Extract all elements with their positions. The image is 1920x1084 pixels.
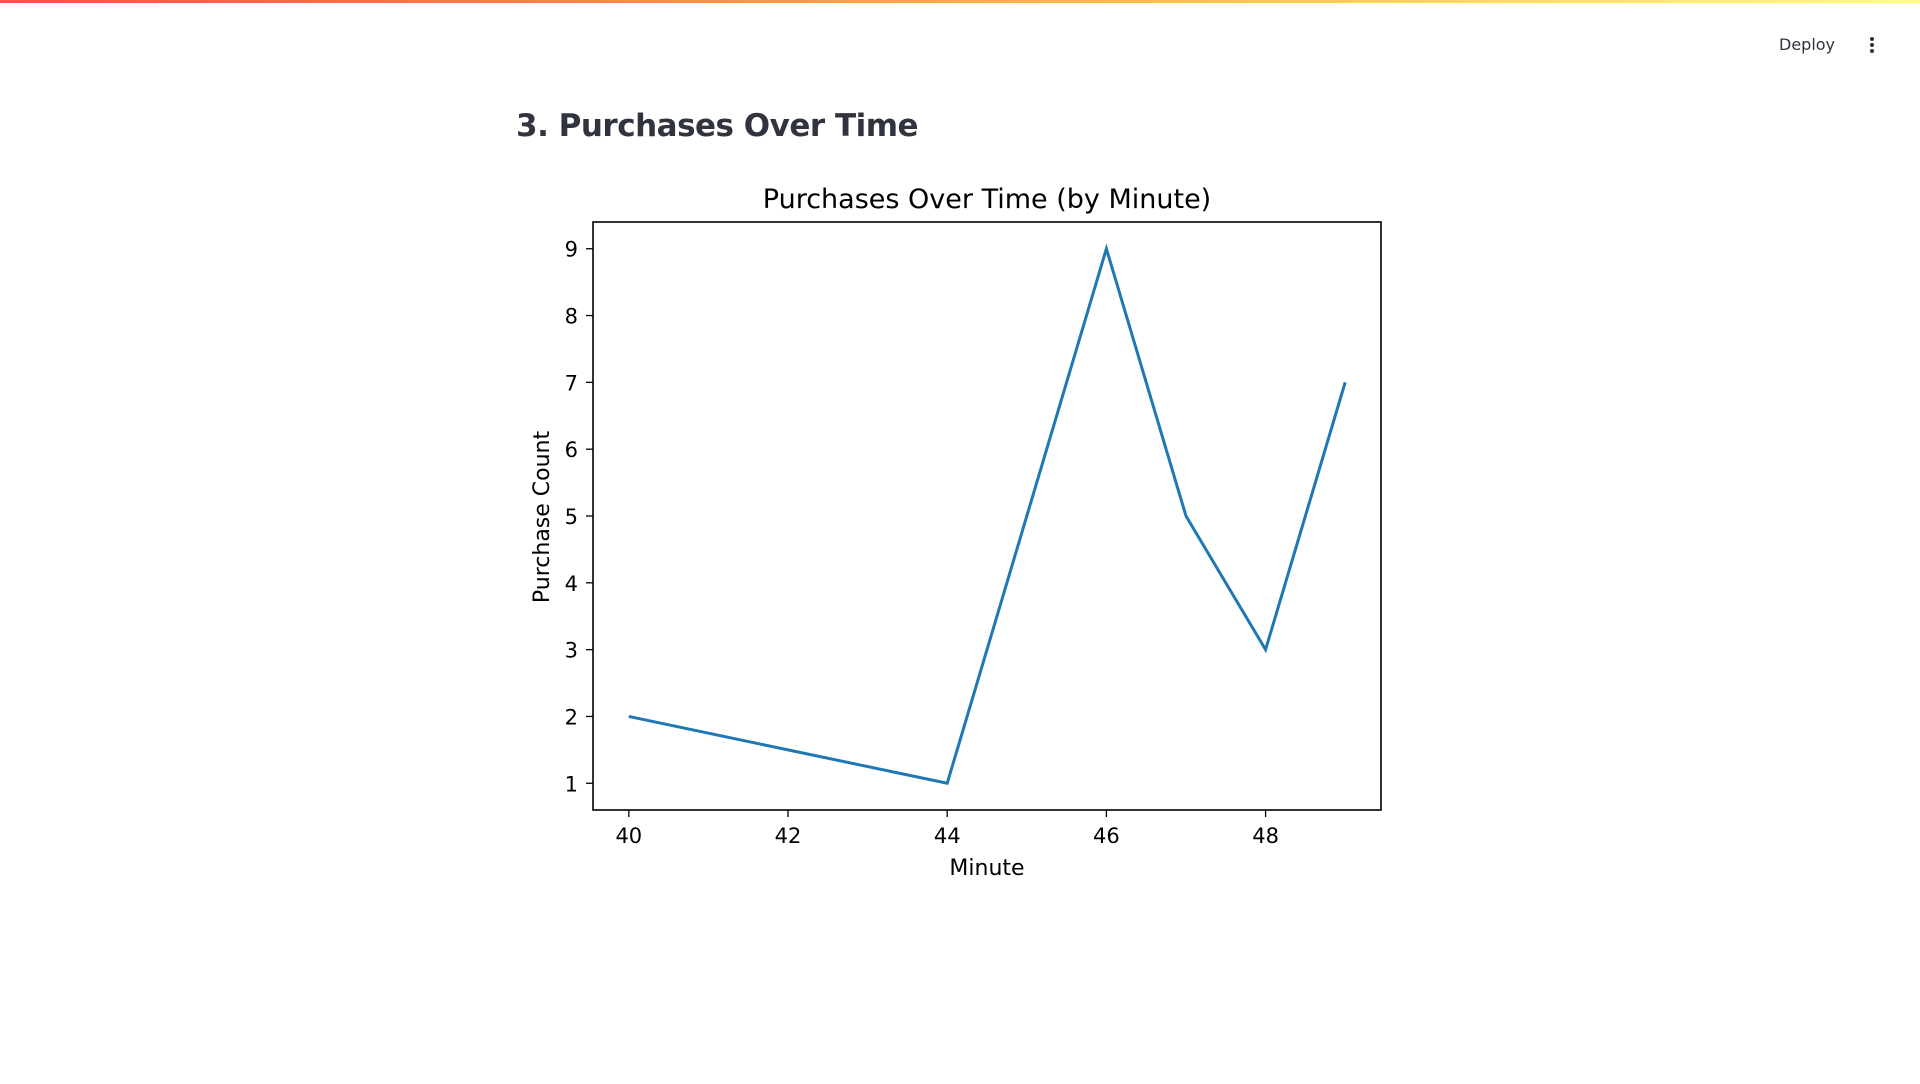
y-axis-label: Purchase Count bbox=[530, 431, 555, 604]
y-tick-label: 6 bbox=[565, 438, 578, 462]
x-axis-label: Minute bbox=[949, 856, 1024, 881]
y-tick-label: 7 bbox=[565, 371, 578, 395]
plot-frame bbox=[592, 221, 1382, 811]
y-tick-label: 3 bbox=[565, 639, 578, 663]
y-tick-label: 9 bbox=[565, 238, 578, 262]
x-tick-label: 40 bbox=[615, 824, 642, 848]
x-tick-label: 46 bbox=[1093, 824, 1120, 848]
x-tick-label: 44 bbox=[934, 824, 961, 848]
y-tick-label: 4 bbox=[565, 572, 578, 596]
series-line bbox=[628, 243, 1347, 786]
y-tick-label: 2 bbox=[565, 705, 578, 729]
x-tick-label: 42 bbox=[775, 824, 802, 848]
top-decoration-bar bbox=[0, 0, 1920, 3]
deploy-button[interactable]: Deploy bbox=[1779, 35, 1836, 54]
page-title: 3. Purchases Over Time bbox=[516, 108, 919, 144]
chart-title: Purchases Over Time (by Minute) bbox=[763, 184, 1211, 215]
y-tick-label: 8 bbox=[565, 305, 578, 329]
y-tick-label: 1 bbox=[565, 772, 578, 796]
y-tick-label: 5 bbox=[565, 505, 578, 529]
x-tick-label: 48 bbox=[1252, 824, 1279, 848]
more-vertical-icon[interactable] bbox=[1860, 30, 1884, 60]
app-header: Deploy bbox=[0, 0, 1920, 90]
